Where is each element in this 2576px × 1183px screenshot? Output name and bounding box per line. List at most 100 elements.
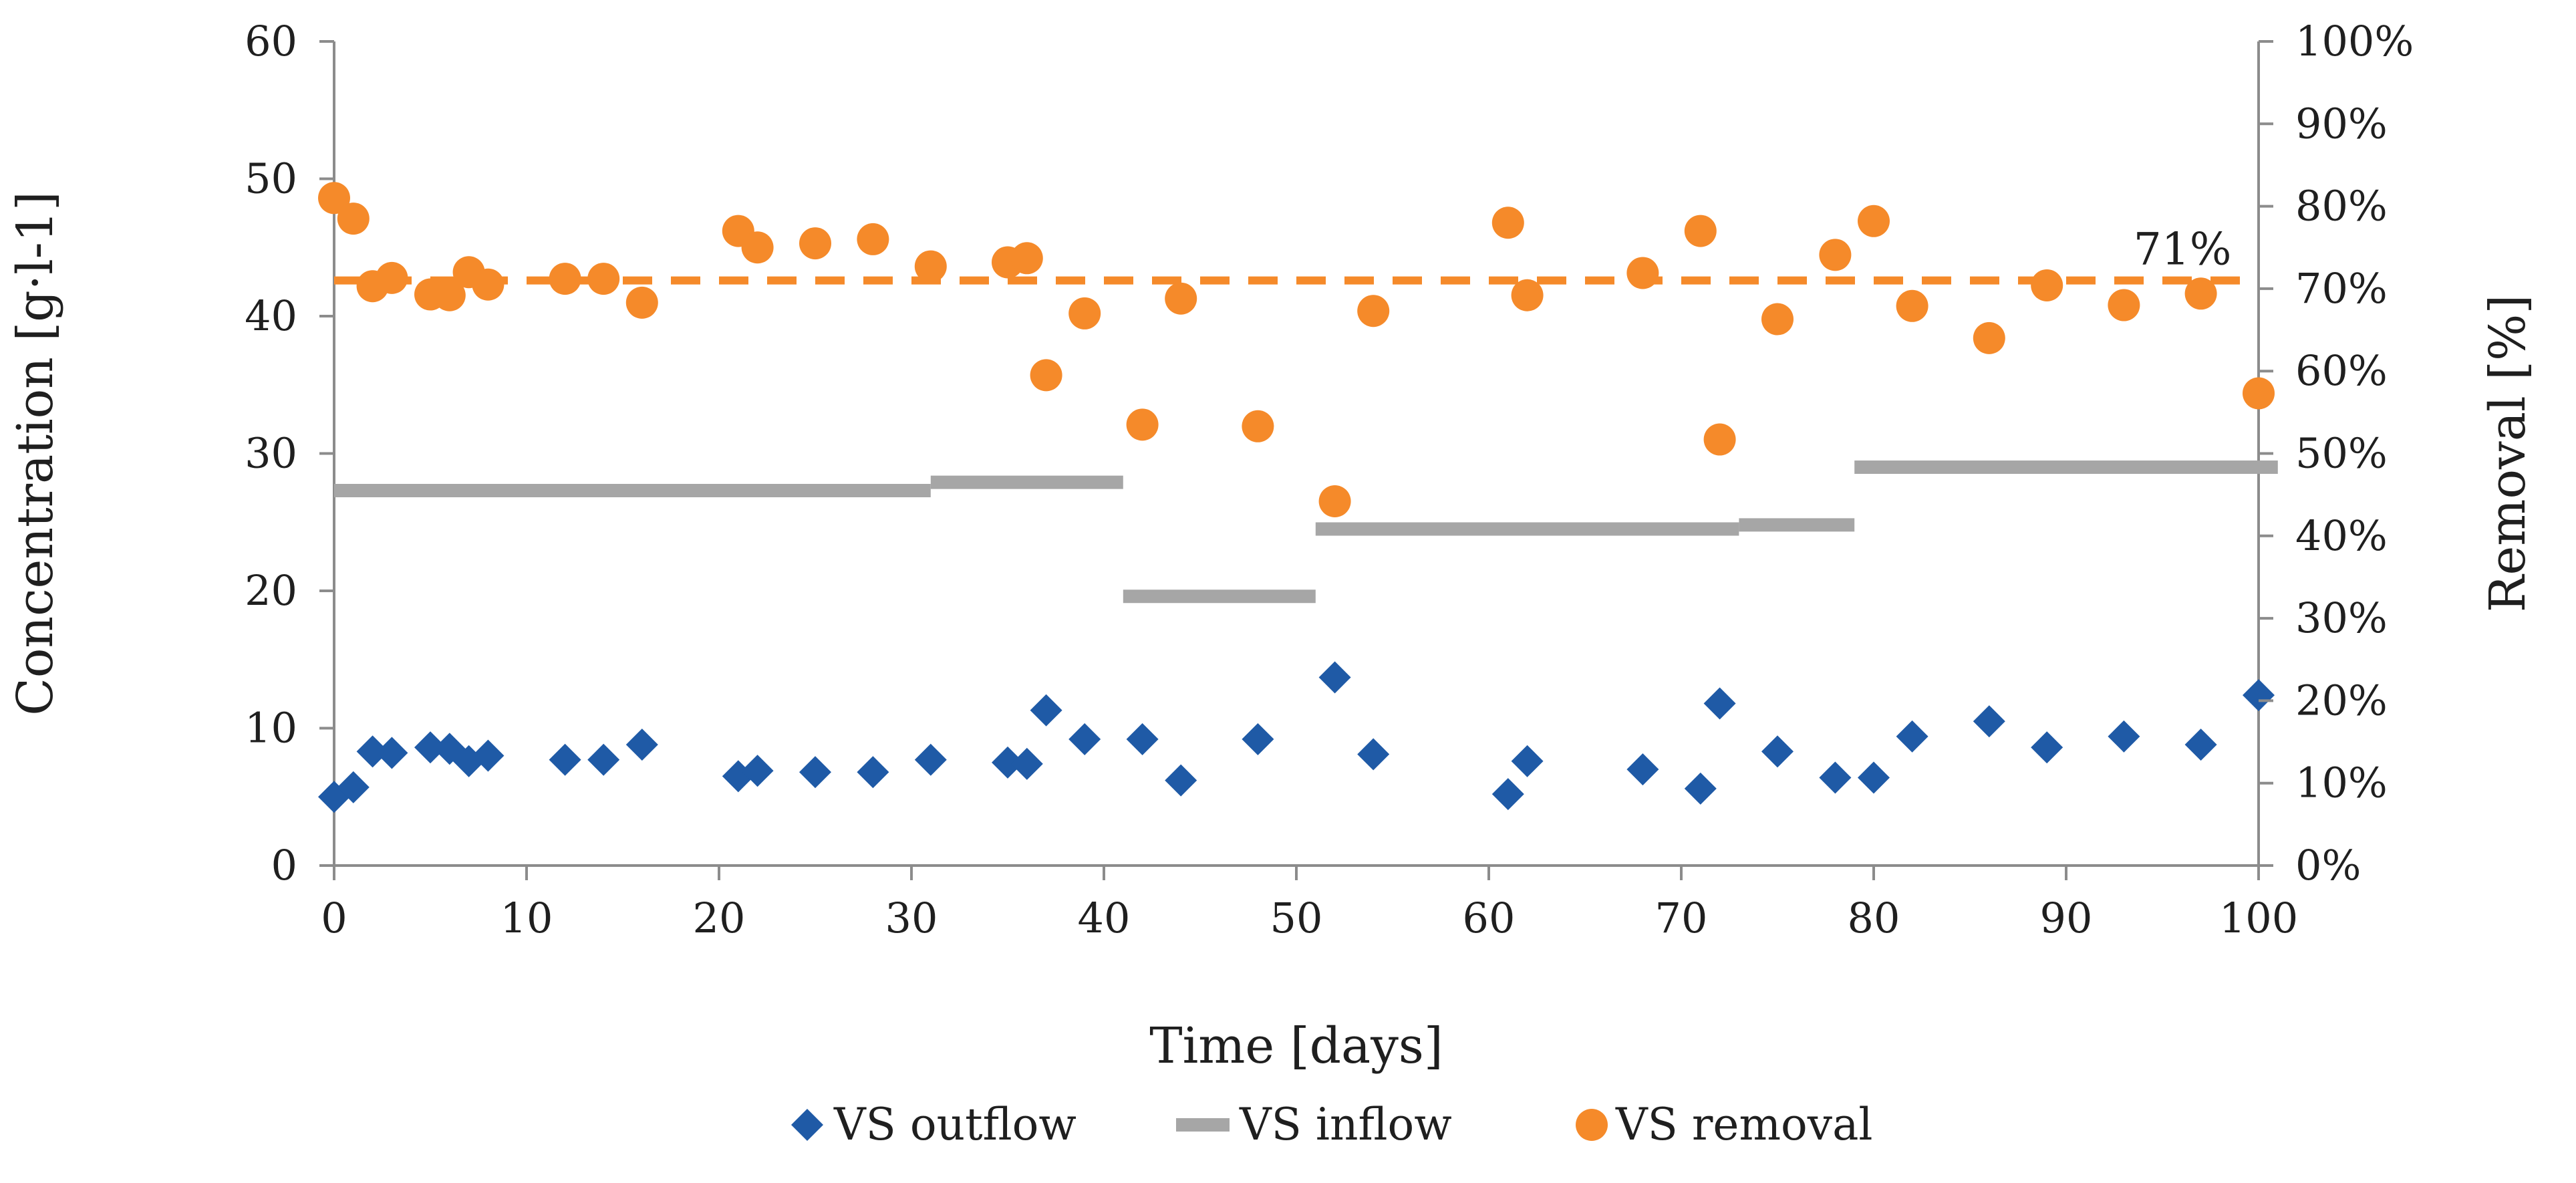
x-tick-label: 20 — [693, 894, 746, 942]
vs-outflow-point — [1010, 747, 1043, 780]
x-tick-label: 90 — [2040, 894, 2093, 942]
vs-outflow-point — [1357, 738, 1390, 771]
vs-outflow-point — [1030, 694, 1062, 727]
vs-removal-point — [1491, 207, 1524, 239]
average-removal-label: 71% — [2134, 224, 2232, 275]
vs-outflow-point — [1973, 705, 2005, 738]
y-tick-label: 50 — [245, 154, 297, 203]
vs-removal-point — [1357, 295, 1390, 327]
vs-removal-point — [2031, 269, 2063, 301]
x-tick-label: 10 — [500, 894, 553, 942]
vs-outflow-point — [1242, 722, 1274, 755]
vs-removal-point — [914, 250, 947, 283]
vs-removal-point — [1165, 282, 1197, 315]
vs-removal-point — [2243, 377, 2275, 410]
vs-outflow-point — [625, 729, 658, 761]
y2-tick-label: 30% — [2295, 594, 2388, 642]
legend-outflow-marker — [791, 1109, 823, 1141]
vs-removal-point — [1761, 303, 1794, 336]
vs-removal-point — [1703, 423, 1736, 456]
vs-outflow-point — [1684, 772, 1717, 805]
vs-removal-point — [1684, 215, 1717, 247]
x-tick-label: 40 — [1078, 894, 1131, 942]
vs-removal-point — [433, 279, 466, 311]
vs-removal-point — [1858, 205, 1890, 237]
vs-outflow-point — [914, 743, 947, 776]
vs-outflow-point — [337, 771, 370, 803]
vs-outflow-point — [1819, 761, 1852, 794]
vs-removal-point — [1126, 408, 1159, 441]
vs-outflow-point — [1858, 761, 1890, 794]
x-tick-label: 0 — [321, 894, 347, 942]
y2-tick-label: 40% — [2295, 511, 2388, 560]
vs-outflow-point — [2243, 679, 2275, 712]
vs-outflow-point — [1703, 687, 1736, 720]
vs-removal-series — [318, 182, 2275, 518]
legend: VS outflow VS inflow VS removal — [791, 1099, 1873, 1150]
vs-removal-point — [318, 182, 350, 215]
y2-tick-label: 10% — [2295, 759, 2388, 807]
vs-removal-point — [472, 268, 505, 301]
x-tick-label: 60 — [1463, 894, 1516, 942]
vs-removal-point — [625, 286, 658, 319]
vs-removal-point — [1819, 239, 1852, 271]
vs-removal-point — [2184, 277, 2217, 310]
x-tick-label: 100 — [2219, 894, 2298, 942]
x-axis-title: Time [days] — [1149, 1017, 1443, 1075]
vs-outflow-point — [1165, 764, 1197, 797]
vs-outflow-point — [414, 731, 446, 764]
vs-removal-point — [1242, 410, 1274, 442]
y2-axis-title: Removal [%] — [2479, 295, 2537, 612]
y2-tick-label: 70% — [2295, 264, 2388, 313]
legend-removal-label: VS removal — [1615, 1099, 1873, 1150]
vs-outflow-point — [1626, 753, 1659, 786]
vs-outflow-point — [1068, 722, 1101, 755]
vs-outflow-point — [857, 756, 889, 789]
y2-tick-label: 90% — [2295, 99, 2388, 148]
y-tick-label: 10 — [245, 704, 297, 753]
x-tick-label: 30 — [885, 894, 938, 942]
vs-outflow-point — [1896, 720, 1928, 753]
vs-removal-point — [1030, 359, 1062, 392]
y-tick-label: 40 — [245, 291, 297, 340]
vs-outflow-point — [2108, 720, 2140, 753]
y2-tick-label: 100% — [2295, 17, 2414, 65]
vs-removal-point — [1511, 279, 1544, 311]
y-tick-label: 60 — [245, 17, 297, 65]
vs-inflow-series — [334, 461, 2278, 604]
y-tick-label: 30 — [245, 429, 297, 478]
vs-outflow-point — [356, 735, 389, 768]
vs-removal-point — [337, 203, 370, 235]
legend-removal-marker — [1576, 1109, 1608, 1141]
vs-removal-point — [1318, 485, 1351, 518]
vs-removal-point — [799, 227, 831, 260]
y-tick-label: 0 — [271, 841, 297, 890]
x-tick-label: 50 — [1270, 894, 1323, 942]
y2-tick-label: 20% — [2295, 676, 2388, 725]
vs-outflow-point — [549, 743, 581, 776]
y-axis-title: Concentration [g·l-1] — [7, 191, 64, 715]
vs-outflow-point — [1126, 722, 1159, 755]
vs-removal-point — [1068, 297, 1101, 330]
vs-outflow-point — [1491, 778, 1524, 811]
vs-outflow-point — [799, 756, 831, 789]
y2-tick-label: 50% — [2295, 429, 2388, 478]
y-tick-label: 20 — [245, 566, 297, 615]
vs-outflow-point — [1761, 735, 1794, 768]
vs-removal-point — [587, 263, 620, 295]
vs-removal-point — [2108, 289, 2140, 321]
vs-removal-point — [1973, 321, 2005, 354]
vs-outflow-series — [318, 661, 2275, 813]
vs-outflow-point — [1511, 745, 1544, 777]
vs-outflow-point — [376, 737, 408, 769]
vs-outflow-point — [741, 755, 774, 787]
legend-outflow-label: VS outflow — [833, 1099, 1077, 1150]
vs-removal-point — [376, 261, 408, 294]
vs-outflow-point — [472, 739, 505, 772]
vs-outflow-point — [2031, 731, 2063, 764]
vs-outflow-point — [992, 746, 1024, 779]
y2-tick-label: 0% — [2295, 841, 2361, 890]
vs-removal-point — [1896, 289, 1928, 322]
vs-removal-point — [741, 231, 774, 264]
